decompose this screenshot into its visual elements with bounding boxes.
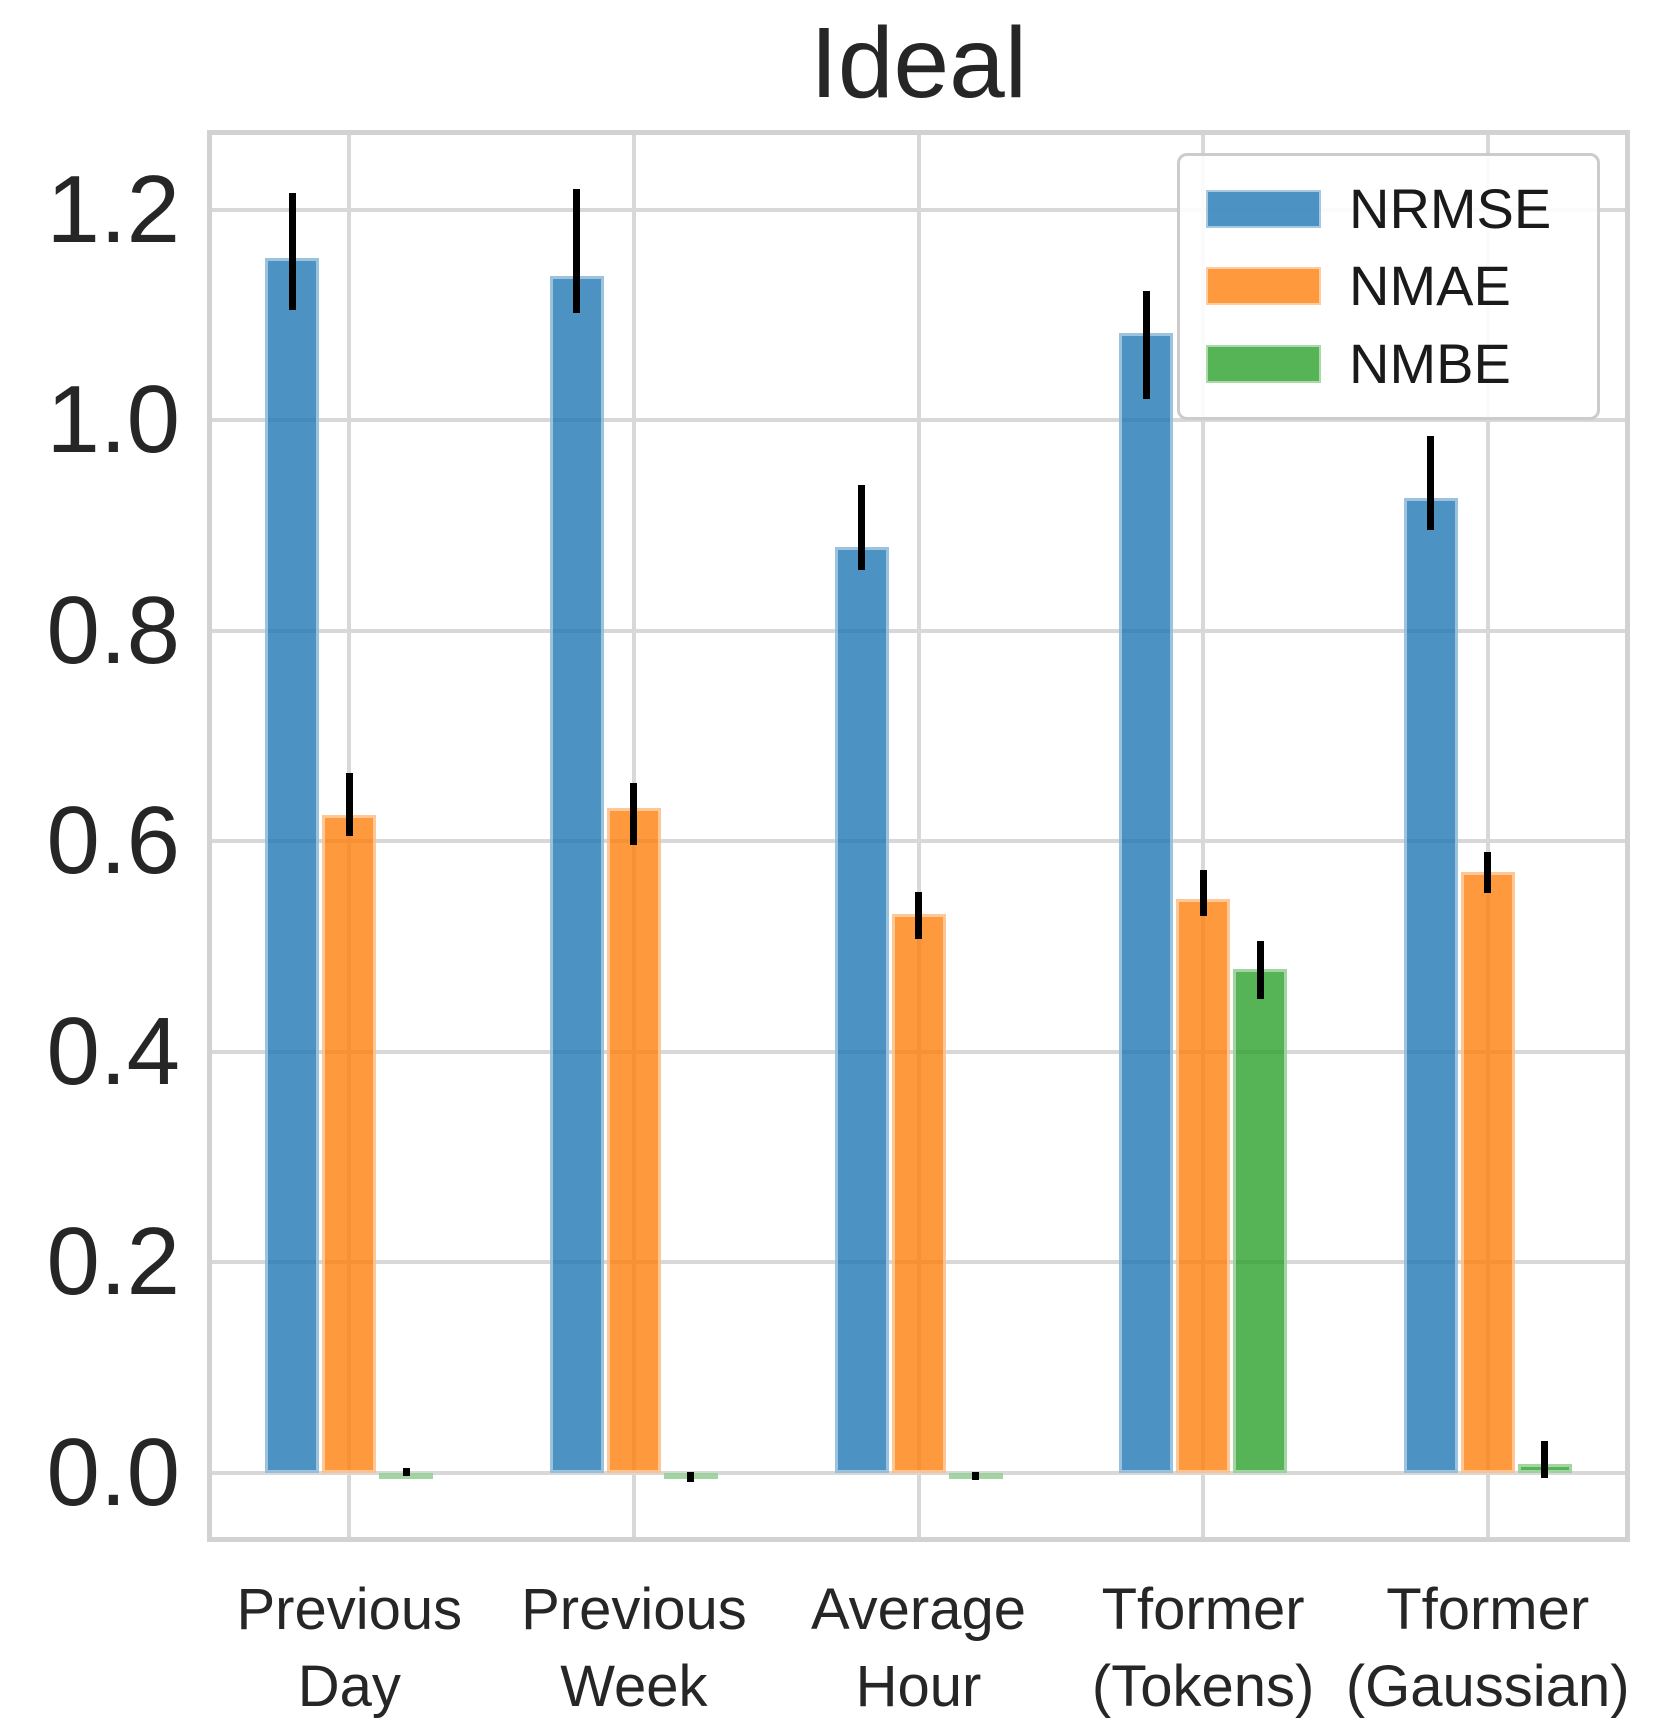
legend-label: NMBE [1349,332,1511,396]
x-axis-category-label: Previous Week [474,1572,794,1725]
x-axis-label-line: Tformer [1386,1577,1590,1642]
error-bar-nrmse-1 [288,193,296,310]
bar-nmae-4 [1176,899,1231,1473]
bar-nrmse-1 [265,258,320,1473]
y-axis-tick-label: 0.8 [46,576,180,684]
x-axis-label-line: Day [297,1653,401,1719]
error-bar-nmae-3 [915,891,922,940]
x-gridline [1485,135,1490,1537]
bar-nmae-1 [322,814,377,1473]
x-axis-category-label: Average Hour [759,1572,1079,1725]
error-bar-nmae-1 [345,772,353,836]
error-bar-nmbe-4 [1256,941,1264,1000]
legend-item-nmbe: NMBE [1206,336,1597,392]
y-axis-tick-label: 0.0 [46,1418,180,1526]
legend-label: NRMSE [1349,176,1552,240]
bar-nrmse-2 [549,276,604,1473]
error-bar-nmae-5 [1484,851,1492,893]
bar-nrmse-3 [834,546,889,1473]
legend-swatch-nrmse [1206,189,1321,228]
legend-swatch-nmae [1206,267,1321,306]
x-axis-category-label: Tformer (Tokens) [1043,1572,1363,1725]
y-axis-tick-label: 1.0 [46,366,180,474]
x-axis-label-line: Average [811,1577,1026,1642]
error-bar-nrmse-3 [858,484,865,570]
error-bar-nrmse-4 [1142,290,1150,400]
y-axis-tick-label: 0.6 [46,787,180,895]
x-gridline [1201,135,1206,1537]
x-axis-category-label: Previous Day [189,1572,509,1725]
x-axis-label-line: (Tokens) [1091,1653,1315,1719]
x-axis-label-line: Week [560,1653,708,1719]
bar-nmae-5 [1460,871,1515,1473]
error-bar-nmbe-3 [972,1471,979,1480]
bar-nrmse-5 [1403,498,1458,1473]
x-axis-category-label: Tformer (Gaussian) [1328,1572,1648,1725]
y-axis-tick-label: 0.4 [46,997,180,1105]
chart-title: Ideal [810,7,1027,119]
x-axis-label-line: Previous [521,1577,747,1642]
bar-nmae-3 [891,913,946,1473]
bar-nrmse-4 [1119,333,1174,1473]
bar-nmae-2 [606,807,661,1473]
legend-swatch-nmbe [1206,345,1321,384]
error-bar-nmbe-1 [402,1468,410,1476]
legend-item-nrmse: NRMSE [1206,176,1597,240]
legend-item-nmae: NMAE [1206,258,1597,314]
x-axis-label-line: (Gaussian) [1345,1653,1630,1719]
x-axis-label-line: Hour [855,1653,982,1719]
bar-nmbe-4 [1233,968,1288,1473]
legend: NRMSE NMAE NMBE [1177,153,1600,420]
x-axis-label-line: Tformer [1101,1577,1305,1642]
error-bar-nmae-4 [1199,869,1207,916]
error-bar-nrmse-2 [573,188,581,314]
y-axis-tick-label: 0.2 [46,1208,180,1316]
error-bar-nmae-2 [630,783,638,846]
error-bar-nmbe-5 [1541,1440,1549,1478]
x-gridline [916,135,921,1537]
x-axis-label-line: Previous [236,1577,463,1642]
error-bar-nmbe-2 [687,1471,695,1483]
legend-label: NMAE [1349,254,1511,318]
y-axis-tick-label: 1.2 [46,155,180,263]
error-bar-nrmse-5 [1427,436,1435,530]
